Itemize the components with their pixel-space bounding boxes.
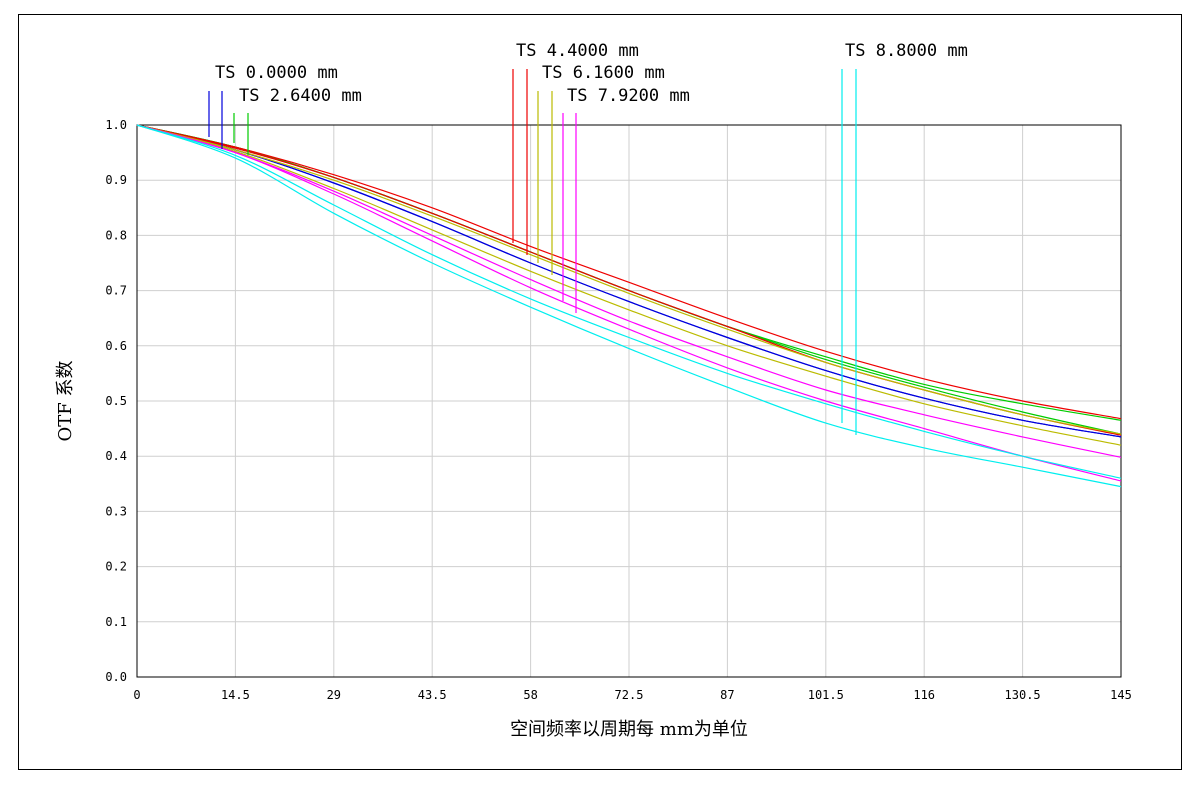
x-tick-label: 0 (133, 688, 140, 702)
series-line (136, 124, 1122, 438)
x-tick-label: 130.5 (1005, 688, 1041, 702)
x-tick-label: 145 (1110, 688, 1132, 702)
legend-label: TS 0.0000 mm (215, 63, 338, 83)
series-line (136, 124, 1122, 458)
y-tick-label: 0.2 (105, 560, 127, 574)
x-tick-label: 58 (523, 688, 537, 702)
plot-area (136, 124, 1122, 678)
x-tick-label: 101.5 (808, 688, 844, 702)
series-line (136, 124, 1122, 420)
series-line (136, 124, 1122, 479)
y-tick-label: 0.1 (105, 615, 127, 629)
y-tick-label: 0.0 (105, 670, 127, 684)
legend-entry: TS 7.9200 mm (562, 86, 690, 313)
legend-label: TS 8.8000 mm (845, 41, 968, 61)
x-tick-label: 87 (720, 688, 734, 702)
series-line (136, 124, 1122, 446)
legend-entry: TS 6.1600 mm (537, 63, 665, 275)
x-axis-label: 空间频率以周期每 mm为单位 (510, 719, 748, 740)
y-tick-label: 0.9 (105, 173, 127, 187)
y-tick-label: 0.6 (105, 339, 127, 353)
x-tick-label: 29 (327, 688, 341, 702)
legend-label: TS 6.1600 mm (542, 63, 665, 83)
chart-frame: TS 0.0000 mm TS 2.6400 mm TS 4.4000 mm TS 6… (18, 14, 1182, 770)
x-tick-label: 43.5 (418, 688, 447, 702)
legend-entry: TS 0.0000 mm (208, 63, 338, 149)
legend-label: TS 7.9200 mm (567, 86, 690, 106)
x-tick-label: 116 (913, 688, 935, 702)
grid (136, 124, 1122, 678)
legend-entry: TS 4.4000 mm (512, 41, 639, 255)
legend-entry: TS 2.6400 mm (233, 86, 362, 155)
y-tick-label: 0.7 (105, 284, 127, 298)
x-tick-label: 72.5 (615, 688, 644, 702)
y-axis-label: OTF 系数 (55, 361, 76, 442)
legend-label: TS 4.4000 mm (516, 41, 639, 61)
series-line (136, 124, 1122, 482)
legend-label: TS 2.6400 mm (239, 86, 362, 106)
series-line (136, 124, 1122, 488)
series-line (136, 124, 1122, 435)
series-lines (136, 124, 1122, 488)
legend-entry: TS 8.8000 mm (841, 41, 968, 435)
y-tick-label: 0.5 (105, 394, 127, 408)
tick-labels: 0 14.5 29 43.5 58 72.5 87 101.5 116 130.5 145 0.0 0.… (105, 118, 1132, 702)
x-tick-label: 14.5 (221, 688, 250, 702)
y-tick-label: 0.8 (105, 228, 127, 242)
y-tick-label: 0.3 (105, 504, 127, 518)
y-tick-label: 1.0 (105, 118, 127, 132)
y-tick-label: 0.4 (105, 449, 127, 463)
